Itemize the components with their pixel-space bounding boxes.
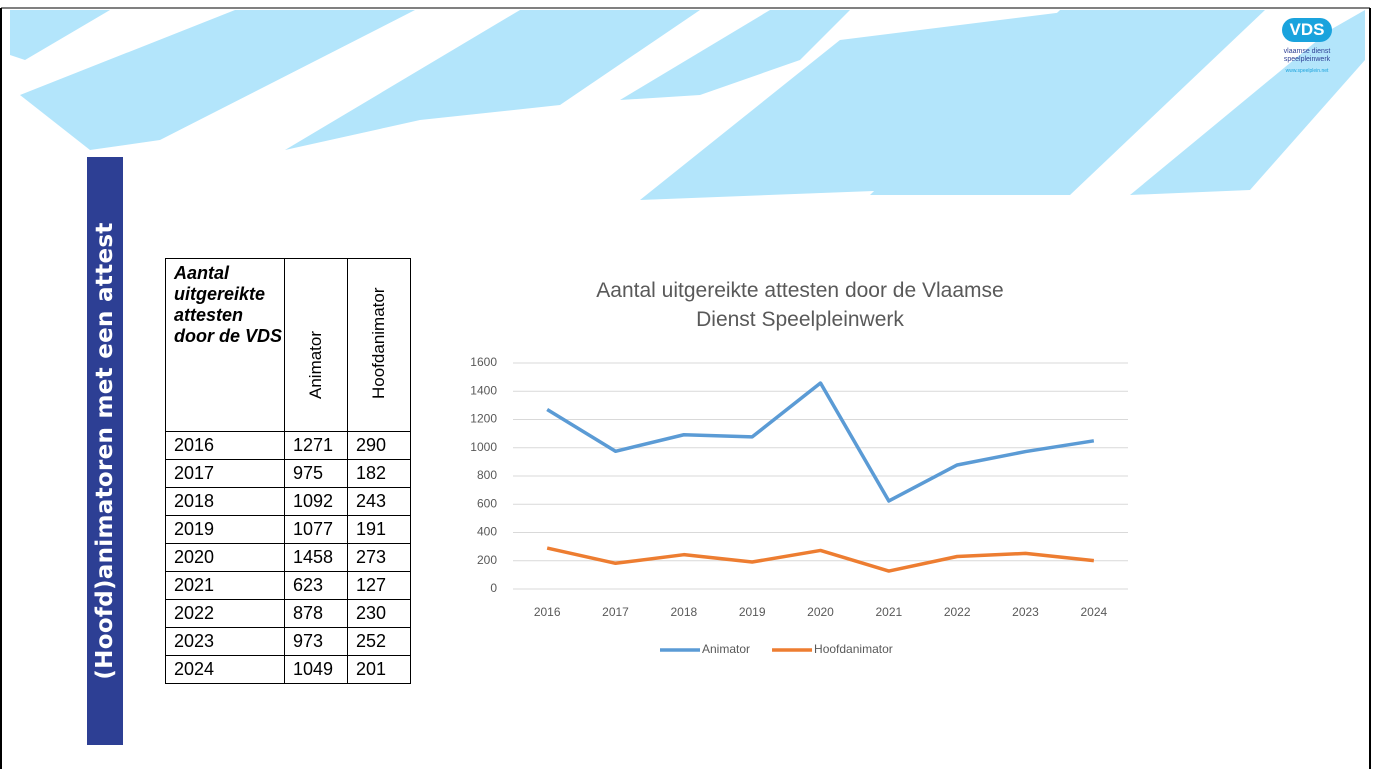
table-row: 2024 1049 201 — [165, 655, 411, 684]
y-tick-label: 1600 — [470, 355, 497, 369]
table-cell: 1271 — [284, 431, 348, 460]
table-cell: 975 — [284, 459, 348, 488]
table-row: 2022 878 230 — [165, 599, 411, 628]
table-cell: 191 — [347, 515, 411, 544]
table-cell: 1049 — [284, 655, 348, 684]
table-cell: 1092 — [284, 487, 348, 516]
x-tick-label: 2018 — [670, 605, 697, 619]
y-tick-label: 400 — [477, 525, 497, 539]
x-tick-label: 2024 — [1080, 605, 1107, 619]
logo-url: www.speelplein.net — [1285, 68, 1329, 74]
logo-mark: VDS — [1281, 18, 1333, 42]
table-row: 2021 623 127 — [165, 571, 411, 600]
y-tick-label: 0 — [490, 581, 497, 595]
y-tick-label: 200 — [477, 553, 497, 567]
y-tick-label: 1000 — [470, 440, 497, 454]
data-table: Aantal uitgereikte attesten door de VDS A… — [165, 258, 411, 684]
table-header-cell: Aantal uitgereikte attesten door de VDS — [165, 258, 285, 432]
table-cell: 182 — [347, 459, 411, 488]
table-cell: 973 — [284, 627, 348, 656]
table-cell: 127 — [347, 571, 411, 600]
x-tick-label: 2021 — [875, 605, 902, 619]
x-tick-label: 2017 — [602, 605, 629, 619]
table-cell: 2021 — [165, 571, 285, 600]
table-cell: 2024 — [165, 655, 285, 684]
side-banner: (Hoofd)animatoren met een attest — [87, 157, 123, 745]
table-cell: 2020 — [165, 543, 285, 572]
legend-label: Animator — [702, 642, 750, 656]
y-tick-label: 1200 — [470, 412, 497, 426]
table-row: 2017 975 182 — [165, 459, 411, 488]
table-cell: 623 — [284, 571, 348, 600]
y-tick-label: 800 — [477, 468, 497, 482]
logo: VDS vlaamse dienst speelpleinwerk www.sp… — [1276, 14, 1338, 100]
table-row: 2019 1077 191 — [165, 515, 411, 544]
table-header-cell: Hoofdanimator — [347, 258, 411, 432]
table-cell: 290 — [347, 431, 411, 460]
legend-label: Hoofdanimator — [814, 642, 893, 656]
table-cell: 2018 — [165, 487, 285, 516]
table-header-row: Aantal uitgereikte attesten door de VDS A… — [165, 258, 411, 432]
table-cell: 230 — [347, 599, 411, 628]
y-tick-label: 1400 — [470, 383, 497, 397]
table-row: 2016 1271 290 — [165, 431, 411, 460]
x-tick-label: 2020 — [807, 605, 834, 619]
series-line — [546, 546, 1095, 573]
series-line — [546, 381, 1095, 503]
logo-name: vlaamse dienst speelpleinwerk — [1283, 48, 1331, 63]
table-cell: 201 — [347, 655, 411, 684]
table-cell: 1077 — [284, 515, 348, 544]
x-tick-label: 2016 — [534, 605, 561, 619]
x-tick-label: 2022 — [944, 605, 971, 619]
y-tick-label: 600 — [477, 496, 497, 510]
x-tick-label: 2023 — [1012, 605, 1039, 619]
table-cell: 2017 — [165, 459, 285, 488]
chart-title: Aantal uitgereikte attesten door de Vlaa… — [596, 279, 1004, 331]
table-cell: 1458 — [284, 543, 348, 572]
x-tick-label: 2019 — [739, 605, 766, 619]
